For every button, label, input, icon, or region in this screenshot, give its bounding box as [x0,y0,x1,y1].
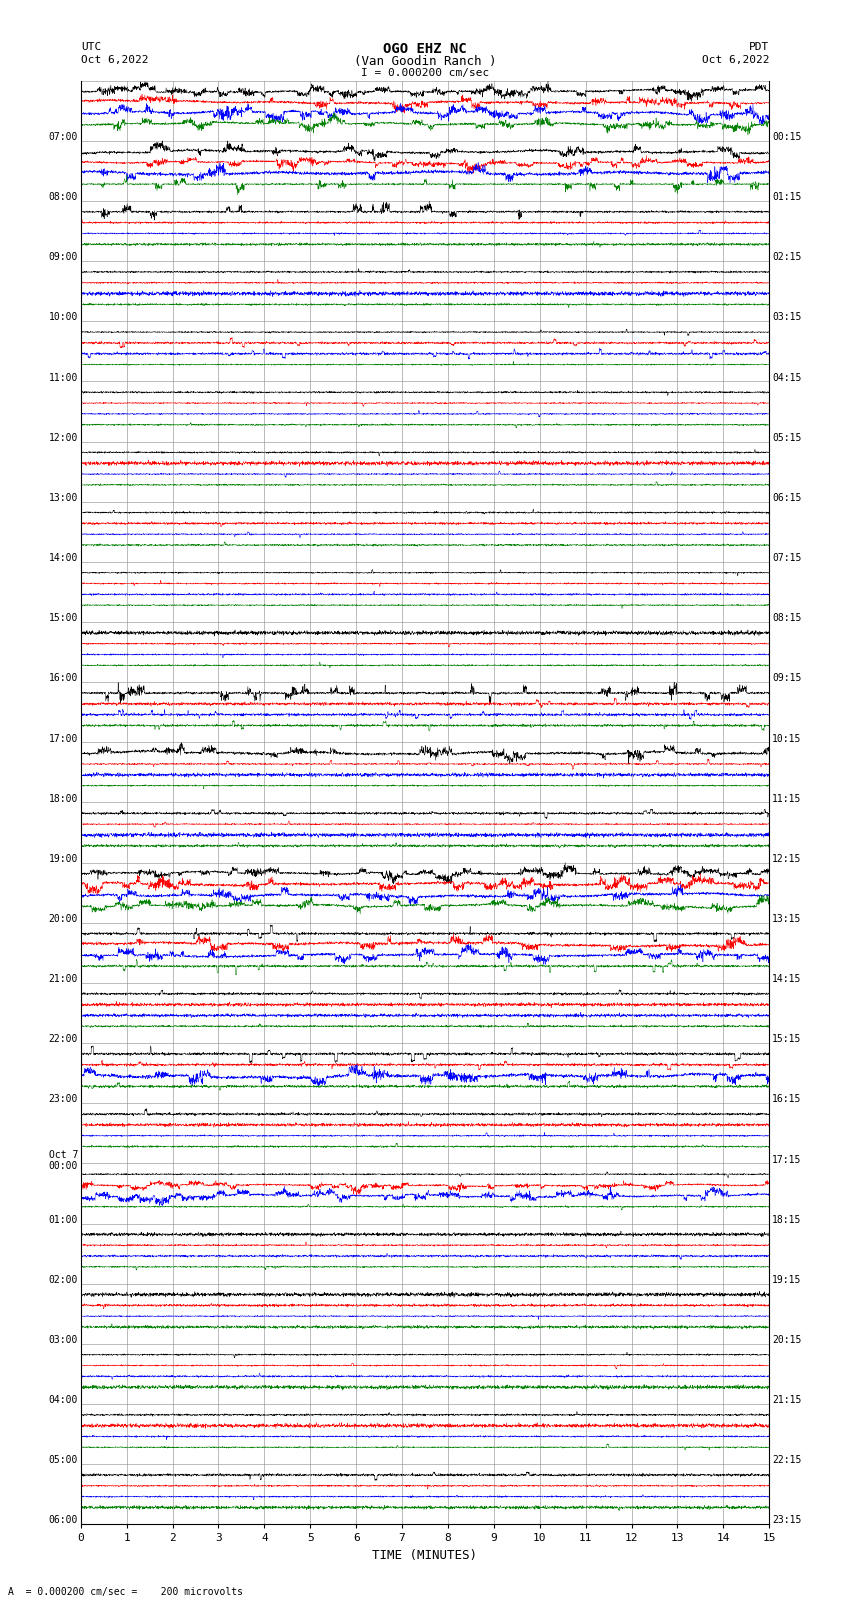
Text: OGO EHZ NC: OGO EHZ NC [383,42,467,56]
Text: PDT: PDT [749,42,769,52]
Text: A  = 0.000200 cm/sec =    200 microvolts: A = 0.000200 cm/sec = 200 microvolts [8,1587,243,1597]
Text: Oct 6,2022: Oct 6,2022 [81,55,148,65]
Text: Oct 6,2022: Oct 6,2022 [702,55,769,65]
Text: I = 0.000200 cm/sec: I = 0.000200 cm/sec [361,68,489,77]
Text: (Van Goodin Ranch ): (Van Goodin Ranch ) [354,55,496,68]
Text: UTC: UTC [81,42,101,52]
X-axis label: TIME (MINUTES): TIME (MINUTES) [372,1548,478,1561]
